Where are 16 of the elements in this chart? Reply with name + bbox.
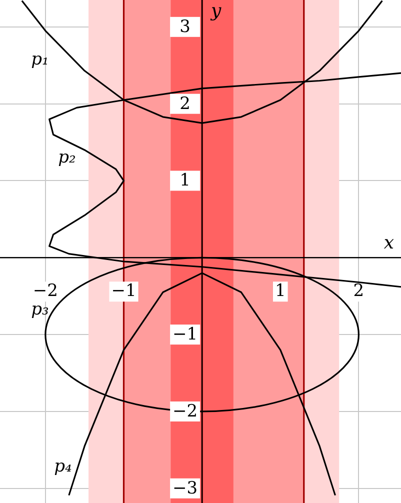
x-tick-label: 2 xyxy=(353,281,364,302)
x-tick-label: −1 xyxy=(111,281,136,302)
annotation: p₂ xyxy=(58,147,76,168)
y-tick-label: −3 xyxy=(172,478,198,498)
x-axis-title: x xyxy=(384,232,394,254)
y-tick-label: −2 xyxy=(172,401,198,422)
annotation: p₁ xyxy=(31,49,49,70)
y-axis-title: y xyxy=(210,0,222,22)
y-tick-label: 2 xyxy=(180,94,190,114)
x-tick-label: 1 xyxy=(274,281,286,302)
x-tick-label: −2 xyxy=(32,281,58,302)
y-tick-label: 1 xyxy=(180,170,190,191)
annotation: p₃ xyxy=(31,299,50,320)
y-tick-label: −1 xyxy=(172,324,198,345)
annotation: p₄ xyxy=(54,456,72,476)
y-tick-label: 3 xyxy=(180,16,190,37)
